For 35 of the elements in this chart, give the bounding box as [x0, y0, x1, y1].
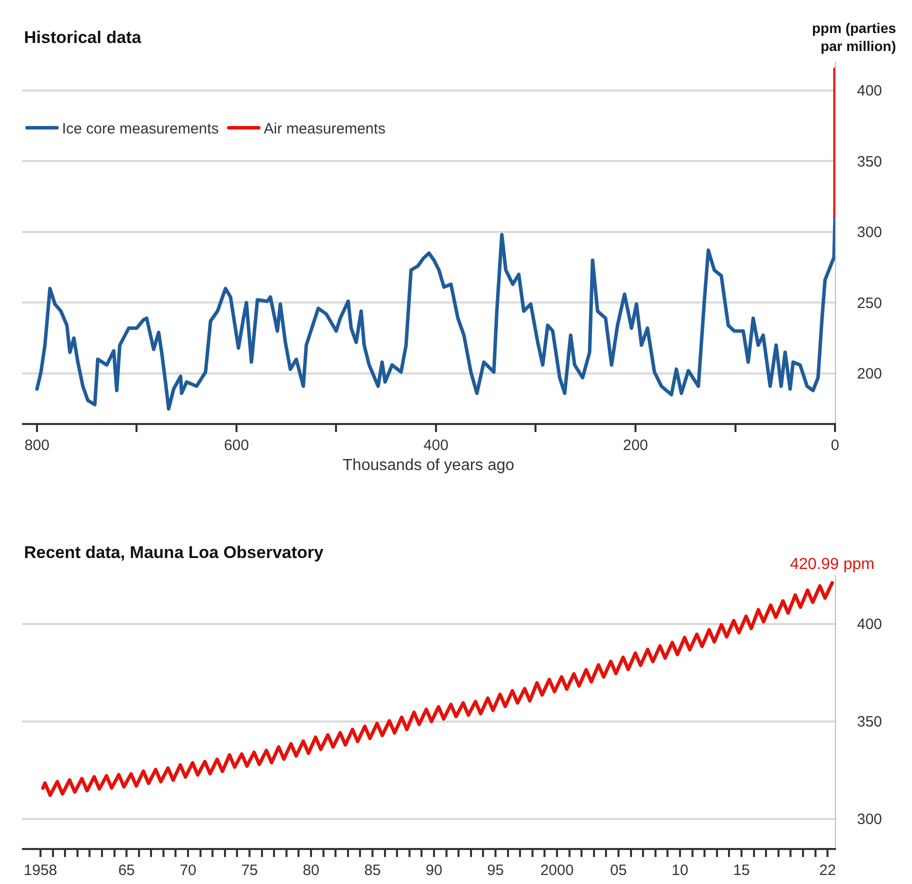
y-tick-label: 400: [857, 82, 882, 100]
chart-title: Historical data: [24, 28, 142, 47]
x-tick-label: 400: [423, 436, 448, 454]
x-tick-label: 600: [224, 436, 249, 454]
x-tick-label: 200: [622, 436, 648, 454]
y-tick-label: 200: [857, 366, 882, 383]
x-tick-label: 75: [241, 862, 258, 879]
y-tick-label: 350: [857, 714, 882, 730]
x-tick-label: 65: [118, 862, 135, 879]
x-tick-label: 1958: [24, 862, 58, 879]
y-tick-label: 350: [857, 153, 882, 170]
y-axis-title: ppm (parties par million): [812, 20, 896, 54]
x-tick-label: 70: [180, 862, 196, 879]
x-tick-label: 800: [24, 436, 50, 454]
line-series: [35, 214, 835, 411]
legend-label: Air measurements: [264, 120, 386, 138]
x-axis-title: Thousands of years ago: [342, 456, 514, 474]
line-series: [41, 581, 834, 797]
x-tick-label: 0: [830, 436, 840, 454]
y-tick-label: 400: [857, 616, 882, 633]
x-tick-label: 22: [819, 862, 836, 879]
x-tick-label: 15: [733, 862, 750, 879]
x-tick-label: 2000: [540, 862, 574, 879]
annotation: 420.99 ppm: [790, 556, 875, 573]
x-tick-label: 90: [426, 862, 442, 879]
chart-title: Recent data, Mauna Loa Observatory: [24, 543, 324, 562]
x-tick-label: 95: [487, 862, 504, 879]
y-tick-label: 300: [857, 811, 882, 828]
x-tick-label: 10: [672, 862, 688, 879]
y-tick-label: 250: [857, 294, 882, 312]
x-tick-label: 85: [364, 862, 381, 879]
x-tick-label: 05: [610, 862, 627, 879]
legend-label: Ice core measurements: [62, 120, 219, 138]
y-tick-label: 300: [857, 224, 882, 242]
x-tick-label: 80: [302, 862, 320, 879]
